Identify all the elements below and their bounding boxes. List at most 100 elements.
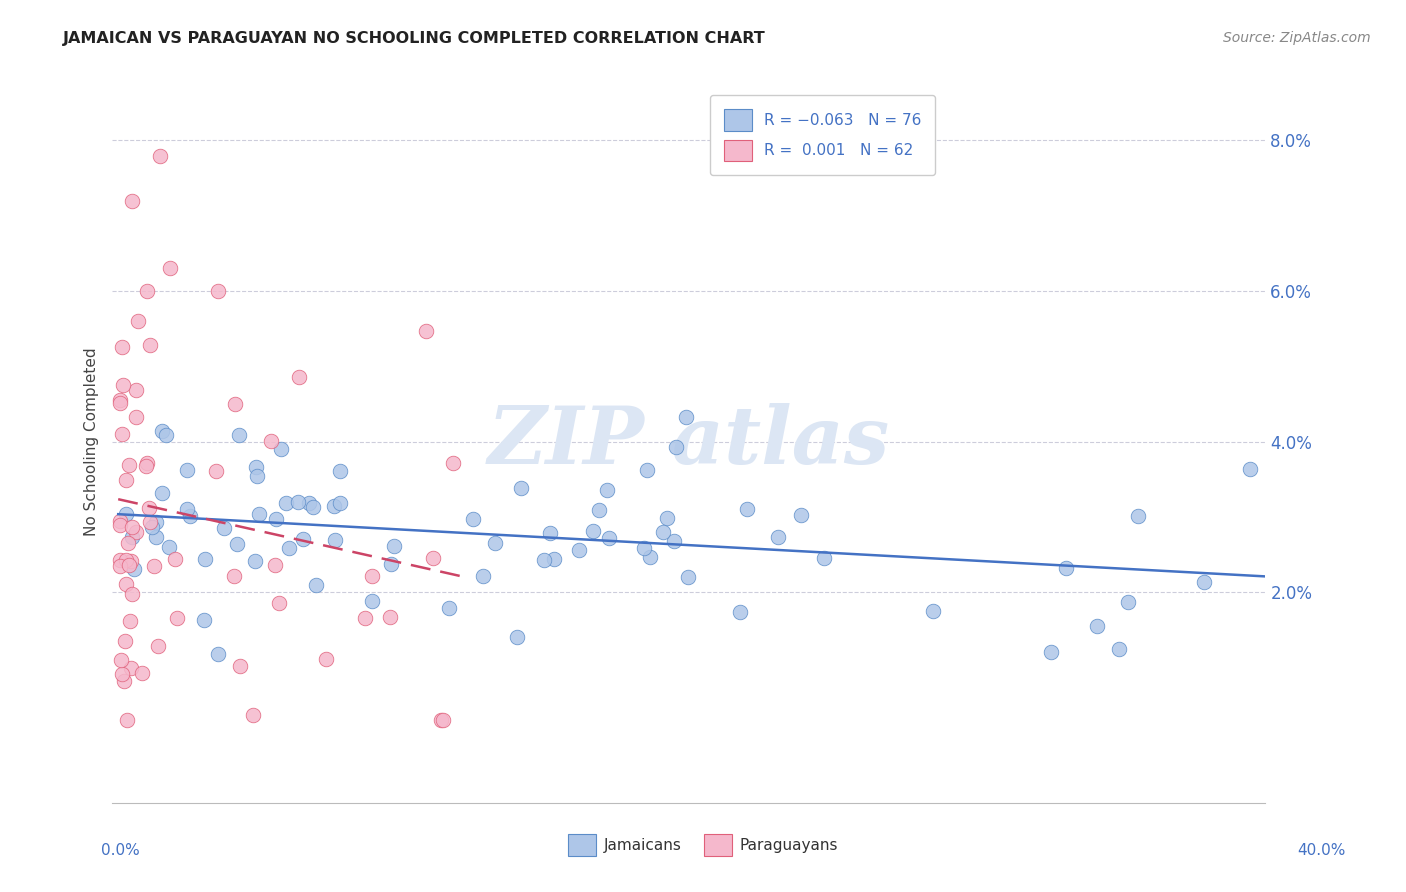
Point: [125, 383, 148, 397]
Point: [735, 502, 758, 516]
Point: [291, 532, 314, 546]
Point: [264, 512, 287, 526]
Point: [243, 554, 266, 568]
Point: [127, 314, 149, 328]
Y-axis label: No Schooling Completed: No Schooling Completed: [83, 347, 98, 536]
Point: [125, 525, 148, 540]
Point: [506, 630, 529, 644]
Point: [207, 284, 229, 298]
Point: [148, 148, 170, 162]
Point: [120, 661, 142, 675]
Point: [439, 601, 461, 615]
Point: [139, 515, 162, 529]
Point: [114, 576, 136, 591]
Point: [135, 456, 157, 470]
Point: [224, 397, 246, 411]
Point: [115, 713, 138, 727]
Point: [274, 496, 297, 510]
Point: [430, 713, 453, 727]
Point: [1085, 619, 1108, 633]
Point: [360, 568, 382, 582]
Text: Source: ZipAtlas.com: Source: ZipAtlas.com: [1223, 31, 1371, 45]
Point: [422, 551, 444, 566]
Point: [1116, 595, 1139, 609]
Point: [121, 519, 143, 533]
Point: [588, 503, 610, 517]
Point: [226, 537, 249, 551]
Point: [1192, 575, 1215, 590]
Legend: R = −0.063   N = 76, R =  0.001   N = 62: R = −0.063 N = 76, R = 0.001 N = 62: [710, 95, 935, 175]
Point: [1108, 642, 1130, 657]
Point: [145, 515, 167, 529]
Point: [277, 541, 299, 556]
Point: [150, 486, 173, 500]
Point: [115, 552, 138, 566]
Point: [120, 554, 142, 568]
Point: [538, 525, 561, 540]
Point: [111, 666, 134, 681]
Point: [207, 647, 229, 661]
Point: [1239, 461, 1261, 475]
Point: [110, 653, 132, 667]
Point: [298, 496, 321, 510]
Point: [728, 605, 751, 619]
Point: [322, 499, 344, 513]
Point: [582, 524, 605, 539]
Point: [110, 392, 132, 407]
Point: [510, 481, 533, 495]
Point: [159, 261, 181, 276]
Point: [675, 409, 697, 424]
Point: [633, 541, 655, 555]
Point: [461, 512, 484, 526]
Point: [138, 501, 160, 516]
Point: [245, 460, 267, 475]
Point: [415, 325, 437, 339]
Point: [596, 483, 619, 498]
Point: [1039, 645, 1062, 659]
Point: [157, 540, 180, 554]
Point: [472, 568, 495, 582]
Point: [267, 596, 290, 610]
Point: [114, 507, 136, 521]
Point: [287, 370, 309, 384]
Point: [302, 500, 325, 514]
Point: [441, 456, 464, 470]
Point: [179, 508, 201, 523]
Point: [655, 511, 678, 525]
Point: [676, 570, 699, 584]
Point: [380, 558, 402, 572]
Text: ZIP atlas: ZIP atlas: [488, 403, 890, 480]
Point: [260, 434, 283, 449]
Point: [664, 533, 686, 548]
Point: [176, 502, 198, 516]
Point: [108, 553, 131, 567]
Point: [117, 458, 139, 472]
Point: [117, 536, 139, 550]
Point: [242, 707, 264, 722]
Point: [146, 640, 169, 654]
Point: [652, 524, 675, 539]
Point: [329, 464, 352, 478]
Point: [790, 508, 813, 522]
Point: [135, 458, 157, 473]
Point: [247, 507, 270, 521]
Text: 0.0%: 0.0%: [101, 843, 141, 858]
Point: [533, 552, 555, 566]
Point: [111, 378, 134, 392]
Point: [108, 396, 131, 410]
Point: [245, 468, 267, 483]
Point: [325, 533, 347, 547]
Point: [114, 633, 136, 648]
Point: [432, 713, 454, 727]
Point: [138, 338, 160, 352]
Point: [264, 558, 287, 572]
Point: [378, 610, 401, 624]
Point: [108, 514, 131, 528]
Point: [145, 530, 167, 544]
Point: [354, 611, 377, 625]
Point: [638, 549, 661, 564]
Point: [287, 495, 309, 509]
Point: [141, 520, 163, 534]
Point: [329, 495, 352, 509]
Point: [205, 464, 228, 478]
